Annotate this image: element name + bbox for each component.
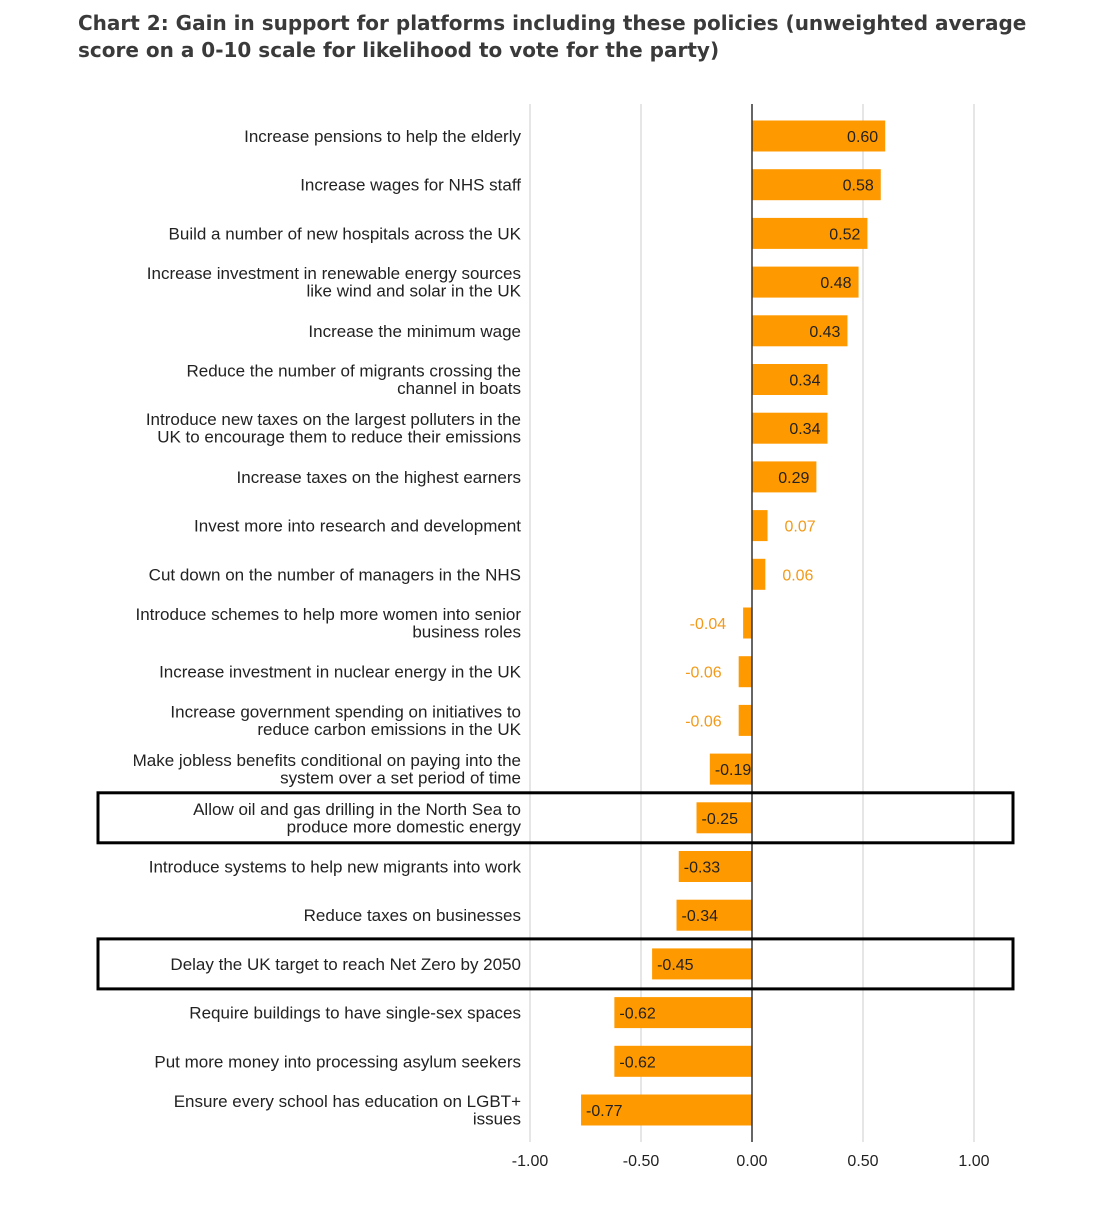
bar <box>696 802 752 834</box>
category-label: reduce carbon emissions in the UK <box>257 720 521 739</box>
category-label: Increase the minimum wage <box>308 322 521 341</box>
data-label: -0.33 <box>684 860 721 877</box>
data-label: -0.06 <box>685 665 722 682</box>
x-tick-label: 0.50 <box>847 1153 878 1170</box>
bar <box>752 315 848 347</box>
bar <box>581 1094 752 1126</box>
x-tick-label: 1.00 <box>958 1153 989 1170</box>
x-tick-label: 0.00 <box>736 1153 767 1170</box>
x-tick-label: -1.00 <box>512 1153 549 1170</box>
bar <box>614 1045 752 1077</box>
category-label: Introduce systems to help new migrants i… <box>149 858 522 877</box>
x-axis-tick-labels: -1.00 -0.50 0.00 0.50 1.00 <box>512 1153 990 1170</box>
category-label: Introduce new taxes on the largest pollu… <box>146 410 521 429</box>
bar <box>752 364 828 395</box>
category-label: Make jobless benefits conditional on pay… <box>133 751 521 770</box>
bar <box>752 461 817 493</box>
category-label: business roles <box>412 623 521 642</box>
bar <box>614 997 752 1029</box>
bar <box>752 217 868 249</box>
category-label: Put more money into processing asylum se… <box>154 1052 521 1071</box>
category-label: Allow oil and gas drilling in the North … <box>193 800 521 819</box>
data-label: -0.77 <box>586 1103 623 1120</box>
bar <box>752 120 886 152</box>
category-label: like wind and solar in the UK <box>306 282 521 301</box>
value-labels: 0.60 0.58 0.52 0.48 0.43 0.34 0.34 0.29 0.07 0.06… <box>586 129 878 1120</box>
data-label: -0.04 <box>690 616 727 633</box>
category-label: system over a set period of time <box>280 769 521 788</box>
category-label: Reduce taxes on businesses <box>304 906 521 925</box>
data-label: -0.06 <box>685 713 722 730</box>
data-label: 0.29 <box>778 470 809 487</box>
category-label: Introduce schemes to help more women int… <box>135 605 521 624</box>
x-tick-label: -0.50 <box>623 1153 660 1170</box>
bar <box>752 412 828 444</box>
bar <box>752 510 768 542</box>
bar <box>752 558 766 590</box>
bar <box>738 704 752 736</box>
data-label: 0.60 <box>847 129 878 146</box>
category-label: Cut down on the number of managers in th… <box>149 565 521 584</box>
category-label: Increase wages for NHS staff <box>300 176 521 195</box>
category-label: Ensure every school has education on LGB… <box>174 1092 521 1111</box>
category-label: Increase government spending on initiati… <box>170 702 521 721</box>
gridlines <box>529 104 975 1142</box>
category-label: Delay the UK target to reach Net Zero by… <box>170 955 521 974</box>
category-label: Increase taxes on the highest earners <box>237 468 521 487</box>
data-label: -0.25 <box>702 811 739 828</box>
data-label: -0.45 <box>657 957 694 974</box>
category-label: channel in boats <box>397 379 521 398</box>
category-label: Build a number of new hospitals across t… <box>169 224 522 243</box>
highlight-box <box>96 937 1015 991</box>
category-label: Increase investment in renewable energy … <box>147 264 521 283</box>
bar <box>709 753 752 785</box>
category-label: issues <box>473 1110 521 1129</box>
category-label: Increase pensions to help the elderly <box>244 127 521 146</box>
data-label: 0.34 <box>789 421 820 438</box>
bars <box>581 120 886 1126</box>
highlight-boxes <box>96 791 1015 991</box>
data-label: -0.62 <box>619 1006 656 1023</box>
data-label: -0.62 <box>619 1054 656 1071</box>
bar <box>738 656 752 688</box>
bar <box>676 899 752 931</box>
chart-title: Chart 2: Gain in support for platforms i… <box>78 11 1027 62</box>
highlight-box <box>96 791 1015 845</box>
data-label: -0.19 <box>715 762 752 779</box>
bar <box>743 607 752 639</box>
data-label: 0.48 <box>820 275 851 292</box>
bar <box>652 948 752 980</box>
category-label: Reduce the number of migrants crossing t… <box>186 362 521 381</box>
category-labels: Increase pensions to help the elderly Inc… <box>133 127 522 1129</box>
bar <box>678 851 752 882</box>
data-label: 0.06 <box>782 567 813 584</box>
data-label: 0.52 <box>829 226 860 243</box>
category-label: Invest more into research and developmen… <box>194 517 521 536</box>
category-label: Increase investment in nuclear energy in… <box>159 663 522 682</box>
bar <box>752 266 859 298</box>
category-label: produce more domestic energy <box>287 817 522 836</box>
data-label: 0.58 <box>843 178 874 195</box>
category-label: UK to encourage them to reduce their emi… <box>157 428 521 447</box>
data-label: 0.07 <box>785 519 816 536</box>
data-label: -0.34 <box>682 908 719 925</box>
bar <box>752 169 881 201</box>
data-label: 0.34 <box>789 373 820 390</box>
category-label: Require buildings to have single-sex spa… <box>189 1004 521 1023</box>
data-label: 0.43 <box>809 324 840 341</box>
